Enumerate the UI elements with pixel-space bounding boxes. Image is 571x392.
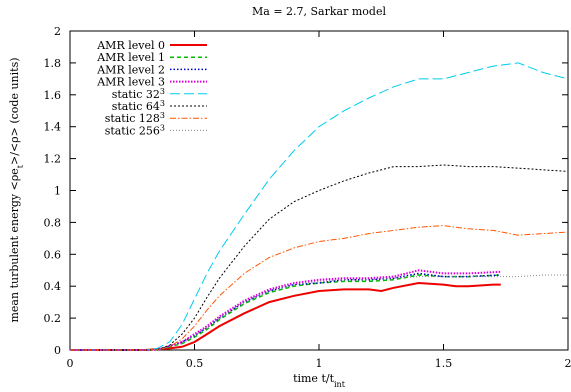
legend-exponent: 3 [160,86,165,95]
legend-label: AMR level 0 [96,39,165,52]
legend-label: AMR level 3 [96,76,165,89]
x-tick-label: 0 [67,357,74,370]
x-axis-label: time t/tint [293,372,346,389]
y-tick-label: 1.8 [44,57,62,70]
y-tick-label: 1.6 [44,89,62,102]
x-tick-label: 1 [316,357,323,370]
y-tick-label: 0.6 [44,248,62,261]
x-tick-label: 2 [565,357,571,370]
legend-label: static 643 [112,99,165,114]
y-tick-label: 0 [54,344,61,357]
x-tick-label: 1.5 [435,357,453,370]
y-tick-label: 1 [54,185,61,198]
y-tick-label: 0.8 [44,216,62,229]
series-line-3 [70,269,501,351]
series-line-7 [70,274,568,351]
chart-title: Ma = 2.7, Sarkar model [252,5,386,18]
legend-exponent: 3 [160,123,165,132]
legend-series-name: AMR level 2 [96,63,165,76]
y-tick-label: 1.2 [44,153,62,166]
legend-series-name: static 64 [112,100,160,113]
legend-series-name: static 128 [105,112,160,125]
x-tick-label: 0.5 [186,357,204,370]
legend-label: AMR level 1 [96,51,165,64]
legend-label: static 323 [112,86,165,101]
series-line-6 [70,225,569,351]
legend-label: AMR level 2 [96,63,165,76]
legend-series-name: static 32 [112,88,160,101]
y-axis-label: mean turbulent energy <ρet>/<ρ> (code un… [8,57,25,322]
y-tick-label: 2 [54,25,61,38]
series-line-5 [70,164,569,351]
legend-exponent: 3 [160,111,165,120]
legend-series-name: AMR level 3 [96,76,165,89]
legend-exponent: 3 [160,99,165,108]
y-tick-label: 0.2 [44,312,62,325]
series-line-1 [70,274,501,351]
legend-label: static 1283 [105,111,165,126]
legend-series-name: static 256 [105,124,160,137]
legend-label: static 2563 [105,123,165,138]
legend-series-name: AMR level 0 [96,39,165,52]
legend-series-name: AMR level 1 [96,51,165,64]
y-tick-label: 1.4 [44,121,62,134]
y-tick-label: 0.4 [44,280,62,293]
axis-ticks: 0 0.5 1 1.5 2 0 0.2 0.4 0.6 0.8 1 1.2 1.4 1.6 1.8 2 [44,25,571,370]
series-line-0 [70,281,501,351]
series-line-4 [70,62,569,351]
series-lines [70,62,569,351]
